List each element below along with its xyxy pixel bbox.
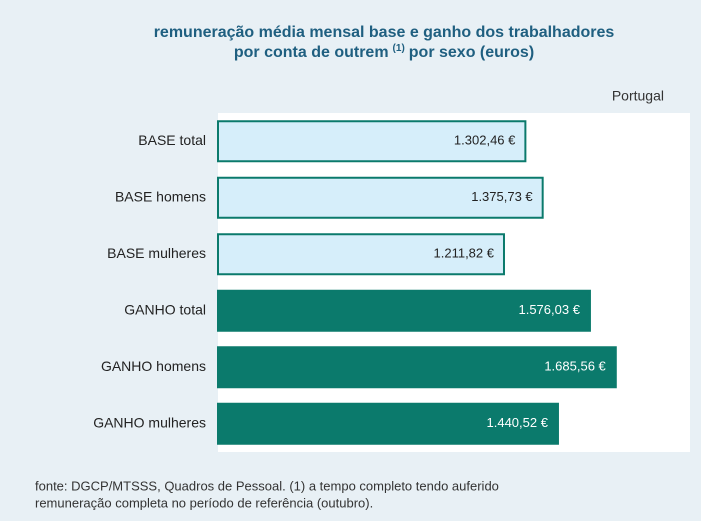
subtitle: Portugal [612,88,664,104]
category-label: GANHO total [124,301,206,317]
chart-title-line2: por conta de outrem (1) por sexo (euros) [234,43,534,62]
bar [217,176,544,219]
bar [217,402,559,445]
chart-title: remuneração média mensal base e ganho do… [154,24,615,41]
bar [217,233,505,276]
value-label: 1.302,46 € [454,133,516,148]
title-part: por conta de outrem [234,44,389,61]
bar [217,120,527,163]
category-label: BASE mulheres [107,245,206,261]
plot-area [218,113,690,452]
bar [217,346,617,389]
value-label: 1.375,73 € [471,189,533,204]
category-label: GANHO homens [101,358,206,374]
value-label: 1.576,03 € [518,302,580,317]
title-note: (1) [393,43,405,54]
value-label: 1.211,82 € [434,246,495,261]
value-label: 1.685,56 € [544,359,606,374]
category-label: BASE total [138,132,206,148]
source: fonte: DGCP/MTSSS, Quadros de Pessoal. (… [35,478,499,493]
category-label: GANHO mulheres [93,414,206,430]
value-label: 1.440,52 € [487,415,549,430]
source: remuneração completa no período de refer… [35,495,373,510]
category-label: BASE homens [115,188,206,204]
bar [217,289,591,332]
title-part: por sexo (euros) [409,44,534,61]
